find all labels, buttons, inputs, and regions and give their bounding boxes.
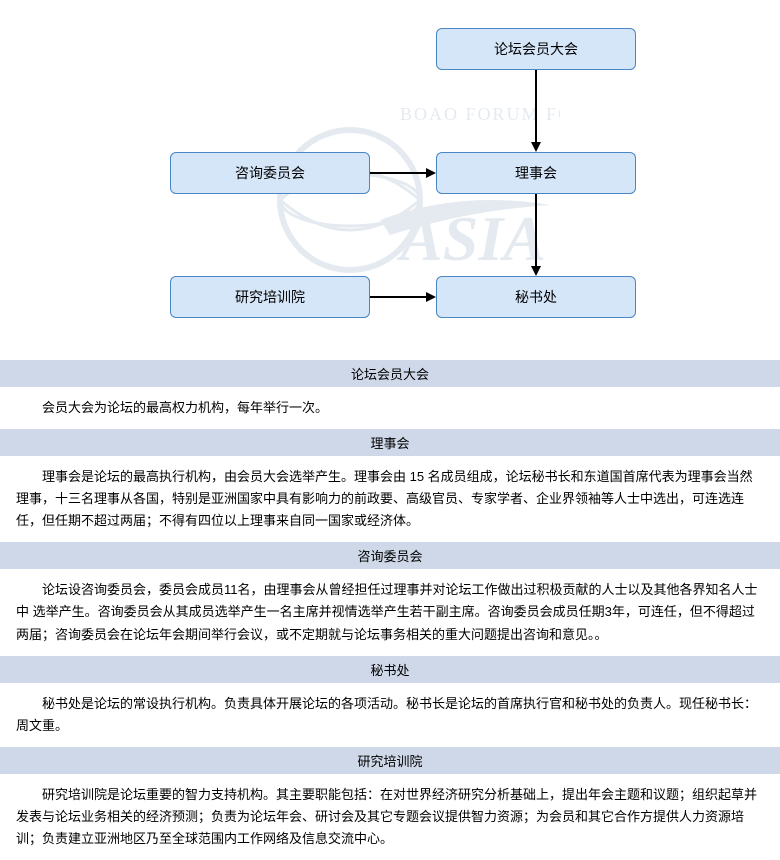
node-label: 研究培训院 — [235, 287, 305, 307]
section-header: 研究培训院 — [0, 747, 780, 774]
edge-line — [535, 194, 537, 266]
node-label: 秘书处 — [515, 287, 557, 307]
org-flowchart: BOAO FORUM FOR ASIA 论坛会员大会咨询委员会理事会研究培训院秘… — [0, 0, 780, 360]
section-header: 咨询委员会 — [0, 542, 780, 569]
section-body: 秘书处是论坛的常设执行机构。负责具体开展论坛的各项活动。秘书长是论坛的首席执行官… — [0, 683, 780, 747]
node-label: 理事会 — [515, 163, 557, 183]
section-body: 会员大会为论坛的最高权力机构，每年举行一次。 — [0, 387, 780, 429]
edge-arrowhead — [531, 142, 541, 152]
edge-arrowhead — [531, 266, 541, 276]
section-header: 理事会 — [0, 429, 780, 456]
node-council: 理事会 — [436, 152, 636, 194]
section-body: 研究培训院是论坛重要的智力支持机构。其主要职能包括：在对世界经济研究分析基础上，… — [0, 774, 780, 860]
node-label: 论坛会员大会 — [494, 39, 578, 59]
edge-arrowhead — [426, 168, 436, 178]
edge-arrowhead — [426, 292, 436, 302]
edge-line — [370, 172, 426, 174]
node-secretariat: 秘书处 — [436, 276, 636, 318]
node-research: 研究培训院 — [170, 276, 370, 318]
node-advisory: 咨询委员会 — [170, 152, 370, 194]
edge-line — [535, 70, 537, 142]
section-body: 论坛设咨询委员会，委员会成员11名，由理事会从曾经担任过理事并对论坛工作做出过积… — [0, 569, 780, 655]
node-general_assembly: 论坛会员大会 — [436, 28, 636, 70]
node-label: 咨询委员会 — [235, 163, 305, 183]
svg-text:ASIA: ASIA — [396, 203, 546, 274]
sections-list: 论坛会员大会会员大会为论坛的最高权力机构，每年举行一次。理事会理事会是论坛的最高… — [0, 360, 780, 860]
section-header: 论坛会员大会 — [0, 360, 780, 387]
section-header: 秘书处 — [0, 656, 780, 683]
section-body: 理事会是论坛的最高执行机构，由会员大会选举产生。理事会由 15 名成员组成，论坛… — [0, 456, 780, 542]
edge-line — [370, 296, 426, 298]
